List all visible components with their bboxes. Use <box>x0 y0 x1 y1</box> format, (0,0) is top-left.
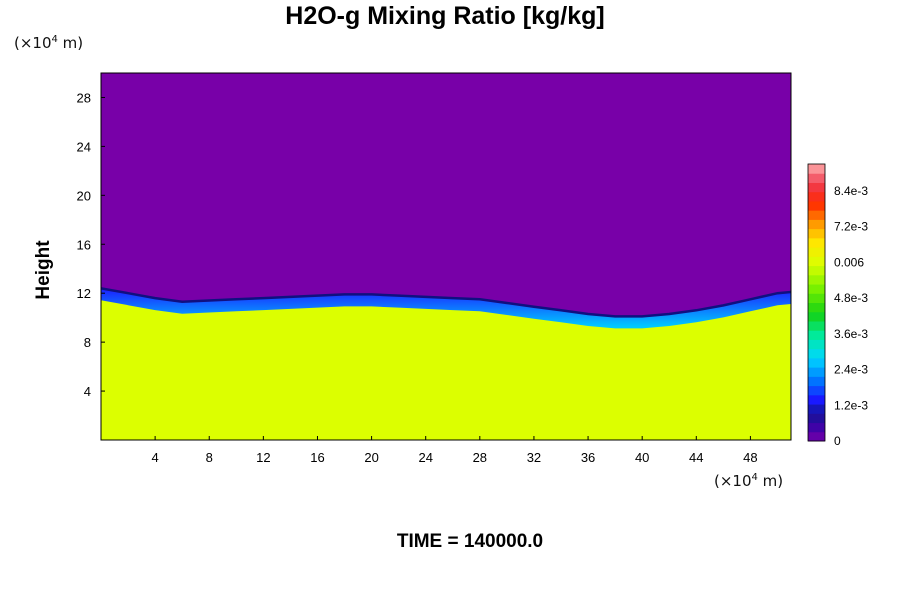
y-tick-label: 20 <box>77 188 91 203</box>
field-moist-region <box>101 300 791 440</box>
plot-area <box>101 73 791 440</box>
colorbar-frame <box>807 163 826 442</box>
colorbar-band <box>808 413 825 424</box>
colorbar-band <box>808 376 825 387</box>
colorbar-band <box>808 219 825 230</box>
field-boundary-edge <box>101 287 791 318</box>
x-axis: 4 8 12 16 20 24 28 32 36 40 44 48 <box>152 436 758 465</box>
colorbar-tick-label: 1.2e-3 <box>834 398 868 412</box>
colorbar-band <box>808 302 825 313</box>
time-label: TIME = 140000.0 <box>396 531 544 552</box>
colorbar-band <box>808 274 825 285</box>
x-tick-label: 48 <box>743 450 757 465</box>
colorbar-tick-label: 3.6e-3 <box>834 327 868 341</box>
x-tick-label: 20 <box>364 450 378 465</box>
colorbar-band <box>808 182 825 193</box>
colorbar-band <box>808 228 825 239</box>
x-tick-label: 28 <box>473 450 487 465</box>
x-axis-unit: (×104 m) <box>714 472 784 490</box>
plot-frame <box>100 72 792 441</box>
y-axis: 4 8 12 16 20 24 28 <box>77 90 105 399</box>
x-tick-label: 4 <box>152 450 159 465</box>
y-tick-label: 8 <box>84 335 91 350</box>
colorbar-tick-label: 7.2e-3 <box>834 220 868 234</box>
y-tick-label: 28 <box>77 90 91 105</box>
colorbar-band <box>808 348 825 359</box>
colorbar-band <box>808 265 825 276</box>
x-tick-label: 40 <box>635 450 649 465</box>
colorbar-band <box>808 164 825 174</box>
x-tick-label: 44 <box>689 450 703 465</box>
y-tick-label: 24 <box>77 139 91 154</box>
colorbar-band <box>808 293 825 303</box>
colorbar-tick-label: 0.006 <box>834 255 864 269</box>
colorbar-band <box>808 284 825 294</box>
colorbar-band <box>808 339 825 350</box>
colorbar-tick-label: 0 <box>834 434 841 448</box>
colorbar-band <box>808 237 825 248</box>
colorbar: 0 1.2e-3 2.4e-3 3.6e-3 4.8e-3 0.006 7.2e-3 8.4e… <box>807 163 868 448</box>
colorbar-band <box>808 200 825 211</box>
y-tick-label: 12 <box>77 286 91 301</box>
colorbar-band <box>808 256 825 267</box>
x-tick-label: 32 <box>527 450 541 465</box>
colorbar-band <box>808 210 825 220</box>
colorbar-band <box>808 173 825 183</box>
colorbar-band <box>808 191 825 202</box>
y-axis-label: Height <box>33 240 54 300</box>
colorbar-band <box>808 367 825 377</box>
colorbar-band <box>808 247 825 257</box>
x-tick-label: 36 <box>581 450 595 465</box>
y-tick-label: 16 <box>77 237 91 252</box>
colorbar-band <box>808 385 825 396</box>
x-tick-label: 12 <box>256 450 270 465</box>
colorbar-band <box>808 330 825 340</box>
colorbar-band <box>808 431 825 442</box>
colorbar-band <box>808 404 825 414</box>
y-tick-label: 4 <box>84 384 91 399</box>
x-tick-label: 16 <box>310 450 324 465</box>
colorbar-tick-label: 2.4e-3 <box>834 363 868 377</box>
colorbar-band <box>808 320 825 331</box>
x-tick-label: 8 <box>206 450 213 465</box>
colorbar-band <box>808 311 825 322</box>
colorbar-band <box>808 422 825 433</box>
colorbar-band <box>808 394 825 405</box>
colorbar-tick-label: 4.8e-3 <box>834 291 868 305</box>
colorbar-tick-label: 8.4e-3 <box>834 184 868 198</box>
y-axis-unit: (×104 m) <box>14 34 84 52</box>
x-tick-label: 24 <box>418 450 432 465</box>
colorbar-band <box>808 357 825 368</box>
chart-title: H2O-g Mixing Ratio [kg/kg] <box>285 2 605 30</box>
